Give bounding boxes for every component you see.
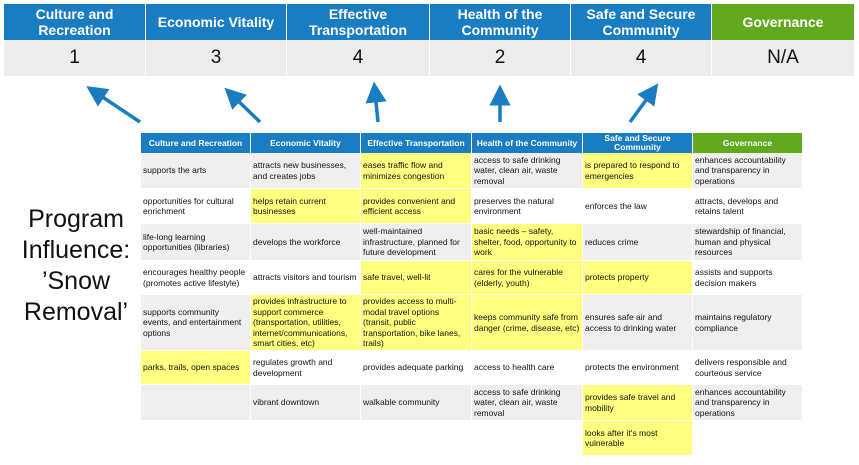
table-cell: opportunities for cultural enrichment xyxy=(141,189,251,224)
table-cell: provides infrastructure to support comme… xyxy=(251,295,361,351)
table-header: Effective Transportation xyxy=(361,133,472,153)
summary-score: 3 xyxy=(146,40,287,76)
table-cell xyxy=(693,421,803,456)
table-cell: stewardship of financial, human and phys… xyxy=(693,224,803,261)
summary-header: Safe and Secure Community xyxy=(571,4,712,40)
table-cell: helps retain current businesses xyxy=(251,189,361,224)
table-cell: well-maintained infrastructure, planned … xyxy=(361,224,472,261)
arrow-icon xyxy=(224,87,262,124)
table-cell: supports the arts xyxy=(141,153,251,189)
table-cell xyxy=(141,385,251,421)
table-cell: provides access to multi-modal travel op… xyxy=(361,295,472,351)
table-cell: safe travel, well-lit xyxy=(361,261,472,295)
table-cell xyxy=(251,421,361,456)
table-cell xyxy=(141,421,251,456)
table-header: Economic Vitality xyxy=(251,133,361,153)
table-cell: is prepared to respond to emergencies xyxy=(583,153,693,189)
summary-header: Effective Transportation xyxy=(287,4,430,40)
table-cell: reduces crime xyxy=(583,224,693,261)
table-header: Safe and Secure Community xyxy=(583,133,693,153)
table-cell: provides safe travel and mobility xyxy=(583,385,693,421)
table-cell: provides adequate parking xyxy=(361,351,472,385)
table-cell: walkable community xyxy=(361,385,472,421)
summary-header: Culture and Recreation xyxy=(4,4,146,40)
table-cell: ensures safe air and access to drinking … xyxy=(583,295,693,351)
table-cell: vibrant downtown xyxy=(251,385,361,421)
table-cell: maintains regulatory compliance xyxy=(693,295,803,351)
summary-scores: Culture and Recreation Economic Vitality E… xyxy=(4,4,855,76)
influence-table: Culture and Recreation Economic Vitality E… xyxy=(141,133,803,456)
summary-header: Governance xyxy=(712,4,855,40)
table-cell: provides convenient and efficient access xyxy=(361,189,472,224)
table-cell: attracts visitors and tourism xyxy=(251,261,361,295)
table-cell: regulates growth and development xyxy=(251,351,361,385)
table-cell: preserves the natural environment xyxy=(472,189,583,224)
table-cell: life-long learning opportunities (librar… xyxy=(141,224,251,261)
table-cell: protects the environment xyxy=(583,351,693,385)
table-header: Health of the Community xyxy=(472,133,583,153)
table-cell: keeps community safe from danger (crime,… xyxy=(472,295,583,351)
table-header: Governance xyxy=(693,133,803,153)
table-cell: enhances accountability and transparency… xyxy=(693,153,803,189)
summary-score: 4 xyxy=(571,40,712,76)
table-cell: enforces the law xyxy=(583,189,693,224)
table-cell: assists and supports decision makers xyxy=(693,261,803,295)
table-cell: develops the workforce xyxy=(251,224,361,261)
arrow-icon xyxy=(628,83,659,124)
table-cell: supports community events, and entertain… xyxy=(141,295,251,351)
table-cell: basic needs – safety, shelter, food, opp… xyxy=(472,224,583,261)
summary-score: 1 xyxy=(4,40,146,76)
summary-score: 4 xyxy=(287,40,430,76)
table-cell xyxy=(361,421,472,456)
table-cell: looks after it's most vulnerable xyxy=(583,421,693,456)
table-cell: access to safe drinking water, clean air… xyxy=(472,385,583,421)
table-cell: enhances accountability and transparency… xyxy=(693,385,803,421)
table-cell: attracts new businesses, and creates job… xyxy=(251,153,361,189)
table-cell: parks, trails, open spaces xyxy=(141,351,251,385)
table-cell: access to safe drinking water, clean air… xyxy=(472,153,583,189)
arrow-icon xyxy=(86,86,141,124)
table-cell: encourages healthy people (promotes acti… xyxy=(141,261,251,295)
summary-score: N/A xyxy=(712,40,855,76)
table-cell: cares for the vulnerable (elderly, youth… xyxy=(472,261,583,295)
table-cell: access to health care xyxy=(472,351,583,385)
summary-header: Economic Vitality xyxy=(146,4,287,40)
summary-score: 2 xyxy=(430,40,571,76)
table-cell: attracts, develops and retains talent xyxy=(693,189,803,224)
table-cell xyxy=(472,421,583,456)
table-cell: eases traffic flow and minimizes congest… xyxy=(361,153,472,189)
table-header: Culture and Recreation xyxy=(141,133,251,153)
table-cell: delivers responsible and courteous servi… xyxy=(693,351,803,385)
program-influence-label: Program Influence: ’Snow Removal’ xyxy=(21,205,131,326)
table-cell: protects property xyxy=(583,261,693,295)
arrow-icon xyxy=(365,81,387,123)
summary-header: Health of the Community xyxy=(430,4,571,40)
